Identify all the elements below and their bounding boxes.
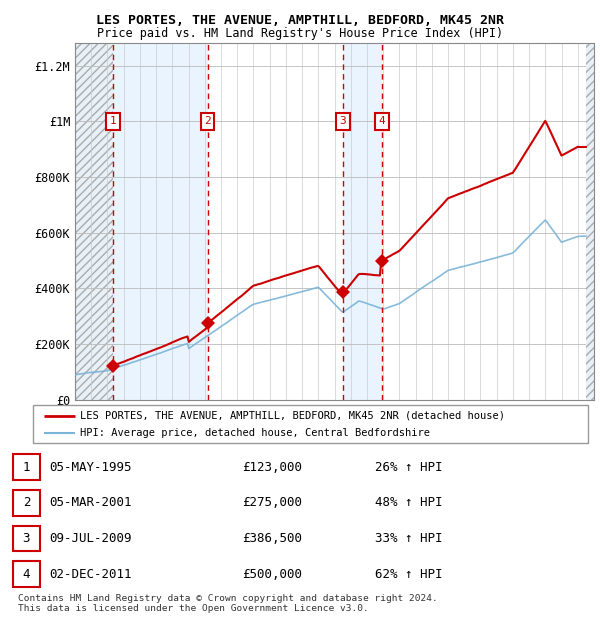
Text: 2: 2 <box>204 117 211 126</box>
FancyBboxPatch shape <box>13 562 40 587</box>
Bar <box>208 43 343 400</box>
Bar <box>343 43 382 400</box>
Text: 3: 3 <box>23 532 30 545</box>
Text: 2: 2 <box>23 497 30 510</box>
Text: 1: 1 <box>110 117 116 126</box>
Text: £275,000: £275,000 <box>242 497 302 510</box>
Text: £123,000: £123,000 <box>242 461 302 474</box>
Text: 3: 3 <box>340 117 346 126</box>
Text: 4: 4 <box>379 117 385 126</box>
Text: LES PORTES, THE AVENUE, AMPTHILL, BEDFORD, MK45 2NR: LES PORTES, THE AVENUE, AMPTHILL, BEDFOR… <box>96 14 504 27</box>
Text: 48% ↑ HPI: 48% ↑ HPI <box>375 497 442 510</box>
Text: 33% ↑ HPI: 33% ↑ HPI <box>375 532 442 545</box>
Bar <box>113 43 208 400</box>
Text: £386,500: £386,500 <box>242 532 302 545</box>
Bar <box>586 43 594 400</box>
Text: 09-JUL-2009: 09-JUL-2009 <box>49 532 132 545</box>
Text: £500,000: £500,000 <box>242 568 302 581</box>
Text: 62% ↑ HPI: 62% ↑ HPI <box>375 568 442 581</box>
FancyBboxPatch shape <box>13 454 40 480</box>
Text: 05-MAR-2001: 05-MAR-2001 <box>49 497 132 510</box>
Text: 1: 1 <box>23 461 30 474</box>
FancyBboxPatch shape <box>13 490 40 516</box>
Text: Price paid vs. HM Land Registry's House Price Index (HPI): Price paid vs. HM Land Registry's House … <box>97 27 503 40</box>
Text: 4: 4 <box>23 568 30 581</box>
Bar <box>382 43 594 400</box>
Text: 05-MAY-1995: 05-MAY-1995 <box>49 461 132 474</box>
Text: HPI: Average price, detached house, Central Bedfordshire: HPI: Average price, detached house, Cent… <box>80 428 430 438</box>
Text: 26% ↑ HPI: 26% ↑ HPI <box>375 461 442 474</box>
Bar <box>75 43 113 400</box>
Text: Contains HM Land Registry data © Crown copyright and database right 2024.
This d: Contains HM Land Registry data © Crown c… <box>18 594 438 613</box>
FancyBboxPatch shape <box>13 526 40 551</box>
Text: 02-DEC-2011: 02-DEC-2011 <box>49 568 132 581</box>
Text: LES PORTES, THE AVENUE, AMPTHILL, BEDFORD, MK45 2NR (detached house): LES PORTES, THE AVENUE, AMPTHILL, BEDFOR… <box>80 410 505 420</box>
